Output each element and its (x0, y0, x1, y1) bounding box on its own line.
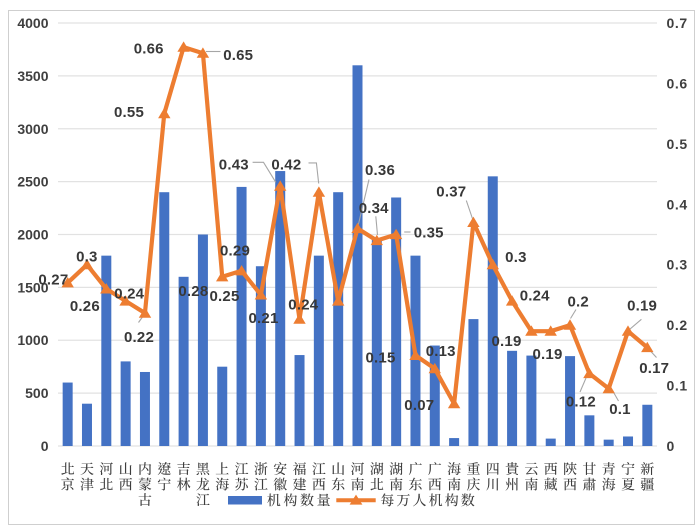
svg-text:0.2: 0.2 (567, 294, 588, 311)
svg-text:0.55: 0.55 (114, 104, 144, 121)
svg-text:0.15: 0.15 (366, 349, 396, 366)
svg-text:0.6: 0.6 (667, 75, 688, 91)
svg-text:3500: 3500 (17, 68, 48, 84)
svg-text:0.36: 0.36 (365, 162, 395, 179)
svg-text:0.2: 0.2 (667, 317, 688, 333)
svg-text:3000: 3000 (17, 121, 48, 137)
svg-text:0.26: 0.26 (70, 298, 100, 315)
svg-text:0.17: 0.17 (639, 360, 669, 377)
svg-text:0.19: 0.19 (627, 297, 657, 314)
svg-text:0.3: 0.3 (667, 257, 688, 273)
svg-text:0.24: 0.24 (114, 286, 144, 303)
svg-text:0.21: 0.21 (249, 310, 279, 327)
svg-text:0.12: 0.12 (566, 393, 596, 410)
svg-text:0: 0 (41, 438, 49, 454)
svg-text:0.5: 0.5 (667, 136, 688, 152)
svg-text:500: 500 (25, 385, 49, 401)
svg-text:0.65: 0.65 (223, 47, 253, 64)
svg-text:0.19: 0.19 (533, 346, 563, 363)
svg-text:0.37: 0.37 (436, 183, 466, 200)
svg-text:0.1: 0.1 (609, 401, 630, 418)
svg-text:0.1: 0.1 (667, 378, 688, 394)
svg-text:0.42: 0.42 (271, 157, 301, 174)
svg-text:0.24: 0.24 (520, 287, 550, 304)
svg-text:0.35: 0.35 (414, 224, 444, 241)
svg-text:0.13: 0.13 (426, 343, 456, 360)
svg-text:0.22: 0.22 (124, 329, 154, 346)
svg-text:0.29: 0.29 (220, 242, 250, 259)
svg-text:1500: 1500 (17, 279, 48, 295)
svg-text:0.66: 0.66 (134, 41, 164, 58)
svg-text:0.19: 0.19 (492, 333, 522, 350)
svg-text:0.25: 0.25 (210, 288, 240, 305)
svg-text:0.7: 0.7 (667, 15, 688, 31)
svg-text:0: 0 (667, 438, 675, 454)
svg-text:0.3: 0.3 (505, 249, 526, 266)
svg-text:0.27: 0.27 (38, 272, 68, 289)
svg-text:0.34: 0.34 (359, 200, 389, 217)
svg-text:0.28: 0.28 (178, 283, 208, 300)
svg-text:4000: 4000 (17, 15, 48, 31)
svg-text:2000: 2000 (17, 227, 48, 243)
svg-text:0.4: 0.4 (667, 196, 688, 212)
svg-text:0.3: 0.3 (76, 248, 97, 265)
svg-text:0.24: 0.24 (288, 297, 318, 314)
svg-text:1000: 1000 (17, 332, 48, 348)
svg-text:0.07: 0.07 (404, 397, 434, 414)
svg-text:2500: 2500 (17, 174, 48, 190)
svg-text:0.43: 0.43 (219, 157, 249, 174)
